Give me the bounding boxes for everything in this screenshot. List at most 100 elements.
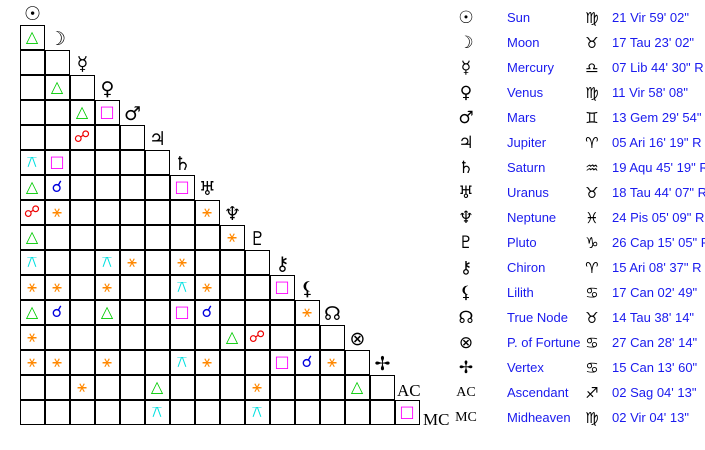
aspect-cell[interactable]: ⚹ <box>94 274 120 300</box>
aspect-cell[interactable] <box>19 124 45 150</box>
planet-row[interactable]: ☉ Sun ♍ 21 Vir 59' 02" <box>455 5 689 30</box>
aspect-cell[interactable] <box>94 374 120 400</box>
aspect-cell[interactable] <box>344 349 370 375</box>
aspect-cell[interactable]: ⚹ <box>119 249 145 275</box>
aspect-cell[interactable] <box>119 174 145 200</box>
aspect-cell[interactable] <box>294 324 320 350</box>
aspect-cell[interactable] <box>144 174 170 200</box>
aspect-cell[interactable] <box>294 399 320 425</box>
aspect-cell[interactable]: ☌ <box>44 299 70 325</box>
aspect-cell[interactable]: ⚹ <box>44 274 70 300</box>
aspect-cell[interactable]: ⚻ <box>94 249 120 275</box>
aspect-cell[interactable] <box>194 324 220 350</box>
aspect-cell[interactable]: ☍ <box>244 324 270 350</box>
aspect-cell[interactable] <box>119 324 145 350</box>
aspect-cell[interactable]: □ <box>169 299 195 325</box>
aspect-cell[interactable] <box>244 299 270 325</box>
aspect-cell[interactable] <box>19 49 45 75</box>
aspect-cell[interactable] <box>219 399 245 425</box>
aspect-cell[interactable]: ⚻ <box>19 149 45 175</box>
aspect-cell[interactable]: □ <box>394 399 420 425</box>
aspect-cell[interactable] <box>94 399 120 425</box>
aspect-cell[interactable]: △ <box>19 224 45 250</box>
aspect-cell[interactable] <box>94 199 120 225</box>
aspect-cell[interactable]: ⚹ <box>169 249 195 275</box>
aspect-cell[interactable] <box>119 349 145 375</box>
planet-row[interactable]: ♄ Saturn ♒ 19 Aqu 45' 19" R <box>455 155 705 180</box>
planet-row[interactable]: ♆ Neptune ♓ 24 Pis 05' 09" R <box>455 205 704 230</box>
planet-row[interactable]: ⊗ P. of Fortune ♋ 27 Can 28' 14" <box>455 330 697 355</box>
aspect-cell[interactable] <box>219 349 245 375</box>
aspect-cell[interactable] <box>119 149 145 175</box>
aspect-cell[interactable] <box>144 224 170 250</box>
aspect-cell[interactable]: ⚹ <box>194 199 220 225</box>
aspect-cell[interactable] <box>119 299 145 325</box>
planet-row[interactable]: ✢ Vertex ♋ 15 Can 13' 60" <box>455 355 697 380</box>
aspect-cell[interactable]: ☌ <box>44 174 70 200</box>
aspect-cell[interactable] <box>94 324 120 350</box>
aspect-cell[interactable] <box>19 399 45 425</box>
aspect-cell[interactable] <box>244 249 270 275</box>
planet-row[interactable]: ♀ Venus ♍ 11 Vir 58' 08" <box>455 80 688 105</box>
aspect-cell[interactable]: ☍ <box>19 199 45 225</box>
planet-row[interactable]: ☽ Moon ♉ 17 Tau 23' 02" <box>455 30 694 55</box>
aspect-cell[interactable]: ⚻ <box>144 399 170 425</box>
aspect-cell[interactable]: ⚻ <box>19 249 45 275</box>
aspect-cell[interactable]: ⚹ <box>319 349 345 375</box>
aspect-cell[interactable] <box>69 249 95 275</box>
aspect-cell[interactable] <box>244 349 270 375</box>
aspect-cell[interactable]: △ <box>19 299 45 325</box>
aspect-cell[interactable] <box>219 249 245 275</box>
aspect-cell[interactable] <box>69 74 95 100</box>
aspect-cell[interactable]: ⚹ <box>69 374 95 400</box>
aspect-cell[interactable]: △ <box>219 324 245 350</box>
aspect-cell[interactable] <box>169 374 195 400</box>
planet-row[interactable]: MC Midheaven ♍ 02 Vir 04' 13" <box>455 405 689 430</box>
aspect-cell[interactable] <box>94 124 120 150</box>
aspect-cell[interactable] <box>44 399 70 425</box>
aspect-cell[interactable] <box>119 224 145 250</box>
aspect-cell[interactable]: □ <box>44 149 70 175</box>
aspect-cell[interactable]: ⚹ <box>194 349 220 375</box>
aspect-cell[interactable] <box>194 399 220 425</box>
aspect-cell[interactable] <box>144 249 170 275</box>
aspect-cell[interactable]: △ <box>44 74 70 100</box>
aspect-cell[interactable]: ☌ <box>194 299 220 325</box>
aspect-cell[interactable] <box>144 324 170 350</box>
aspect-cell[interactable] <box>269 299 295 325</box>
aspect-cell[interactable]: ☌ <box>294 349 320 375</box>
aspect-cell[interactable] <box>294 374 320 400</box>
planet-row[interactable]: ⚷ Chiron ♈ 15 Ari 08' 37" R <box>455 255 702 280</box>
planet-row[interactable]: AC Ascendant ♐ 02 Sag 04' 13" <box>455 380 696 405</box>
aspect-cell[interactable] <box>369 399 395 425</box>
aspect-cell[interactable]: ⚻ <box>244 399 270 425</box>
aspect-cell[interactable]: △ <box>144 374 170 400</box>
aspect-cell[interactable]: ⚹ <box>44 349 70 375</box>
aspect-cell[interactable] <box>169 199 195 225</box>
aspect-cell[interactable] <box>19 374 45 400</box>
aspect-cell[interactable] <box>69 149 95 175</box>
aspect-cell[interactable] <box>194 224 220 250</box>
aspect-cell[interactable] <box>119 199 145 225</box>
planet-row[interactable]: ♇ Pluto ♑ 26 Cap 15' 05" R <box>455 230 705 255</box>
planet-row[interactable]: ♂ Mars ♊ 13 Gem 29' 54" <box>455 105 701 130</box>
aspect-cell[interactable]: △ <box>19 24 45 50</box>
aspect-cell[interactable] <box>194 249 220 275</box>
planet-row[interactable]: ♅ Uranus ♉ 18 Tau 44' 07" R <box>455 180 705 205</box>
aspect-cell[interactable] <box>44 249 70 275</box>
aspect-cell[interactable] <box>144 274 170 300</box>
aspect-cell[interactable] <box>94 174 120 200</box>
aspect-cell[interactable] <box>169 224 195 250</box>
aspect-cell[interactable] <box>69 299 95 325</box>
aspect-cell[interactable]: ⚹ <box>219 224 245 250</box>
aspect-cell[interactable] <box>119 399 145 425</box>
aspect-cell[interactable] <box>269 324 295 350</box>
aspect-cell[interactable] <box>69 324 95 350</box>
aspect-cell[interactable] <box>19 99 45 125</box>
aspect-cell[interactable] <box>344 399 370 425</box>
aspect-cell[interactable] <box>69 274 95 300</box>
aspect-cell[interactable]: □ <box>94 99 120 125</box>
aspect-cell[interactable] <box>269 399 295 425</box>
aspect-cell[interactable] <box>119 124 145 150</box>
aspect-cell[interactable]: ⚻ <box>169 274 195 300</box>
